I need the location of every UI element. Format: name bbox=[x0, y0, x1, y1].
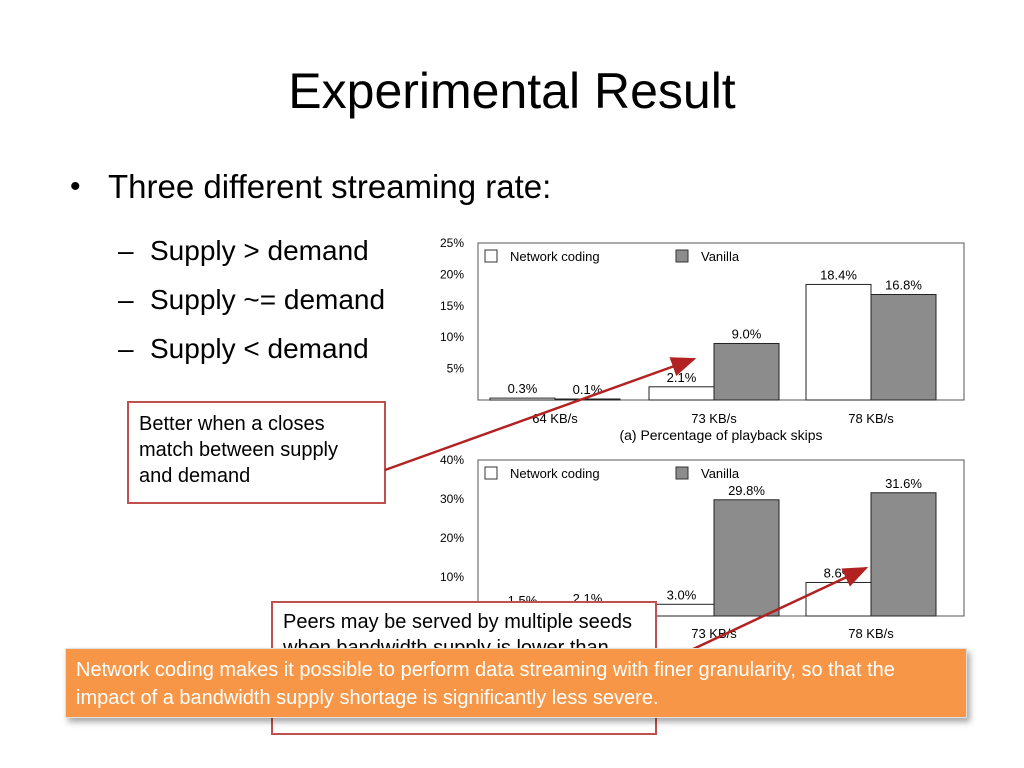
network-coding-banner: Network coding makes it possible to perf… bbox=[65, 648, 967, 718]
sub-bullet-item: – Supply ~= demand bbox=[118, 275, 385, 324]
data-label: 31.6% bbox=[885, 476, 922, 491]
legend-swatch-vanilla bbox=[675, 249, 689, 263]
bar bbox=[870, 293, 937, 401]
dash-icon: – bbox=[118, 332, 134, 364]
slide-title: Experimental Result bbox=[288, 63, 736, 119]
data-label: 3.0% bbox=[667, 587, 697, 602]
banner-text: Network coding makes it possible to perf… bbox=[76, 659, 895, 709]
y-tick-label: 40% bbox=[440, 453, 464, 467]
bar bbox=[870, 492, 937, 617]
legend-label: Network coding bbox=[510, 249, 600, 264]
y-tick-label: 10% bbox=[440, 570, 464, 584]
legend-swatch-network-coding bbox=[484, 466, 498, 480]
data-label: 9.0% bbox=[732, 326, 762, 341]
dash-icon: – bbox=[118, 283, 134, 315]
x-tick-label: 64 KB/s bbox=[532, 411, 578, 426]
sub-bullet-text: Supply < demand bbox=[150, 332, 369, 364]
legend-swatch-vanilla bbox=[675, 466, 689, 480]
callout-better-match: Better when a closes match between suppl… bbox=[127, 401, 386, 504]
legend-label: Vanilla bbox=[701, 249, 740, 264]
x-tick-label: 73 KB/s bbox=[691, 411, 737, 426]
legend-label: Vanilla bbox=[701, 466, 740, 481]
legend-label: Network coding bbox=[510, 466, 600, 481]
bar bbox=[554, 398, 621, 401]
sub-bullet-text: Supply > demand bbox=[150, 234, 369, 266]
arrow-better-match bbox=[384, 357, 697, 472]
bullet-list: • Three different streaming rate: bbox=[70, 168, 551, 206]
bar bbox=[805, 581, 872, 617]
y-tick-label: 25% bbox=[440, 236, 464, 250]
bar bbox=[805, 283, 872, 401]
x-tick-label: 78 KB/s bbox=[848, 626, 894, 641]
bar bbox=[713, 342, 780, 401]
dash-icon: – bbox=[118, 234, 134, 266]
bar bbox=[713, 499, 780, 617]
x-tick-label: 78 KB/s bbox=[848, 411, 894, 426]
sub-bullet-list: – Supply > demand – Supply ~= demand – S… bbox=[118, 226, 385, 373]
data-label: 0.3% bbox=[508, 381, 538, 396]
chart-caption: (a) Percentage of playback skips bbox=[619, 427, 822, 443]
sub-bullet-item: – Supply > demand bbox=[118, 226, 385, 275]
data-label: 29.8% bbox=[728, 483, 765, 498]
y-tick-label: 10% bbox=[440, 330, 464, 344]
legend: Network coding Vanilla bbox=[484, 249, 740, 264]
bullet-item: • Three different streaming rate: bbox=[70, 168, 551, 206]
sub-bullet-text: Supply ~= demand bbox=[150, 283, 386, 315]
y-tick-label: 15% bbox=[440, 299, 464, 313]
y-tick-label: 30% bbox=[440, 492, 464, 506]
x-tick-label: 73 KB/s bbox=[691, 626, 737, 641]
y-tick-label: 5% bbox=[447, 362, 465, 376]
legend-swatch-network-coding bbox=[484, 249, 498, 263]
data-label: 18.4% bbox=[820, 267, 857, 282]
bullet-text: Three different streaming rate: bbox=[108, 168, 552, 205]
y-tick-label: 20% bbox=[440, 267, 464, 281]
bullet-dot-icon: • bbox=[70, 170, 81, 203]
data-label: 16.8% bbox=[885, 277, 922, 292]
y-tick-label: 20% bbox=[440, 531, 464, 545]
sub-bullet-item: – Supply < demand bbox=[118, 324, 385, 373]
legend: Network coding Vanilla bbox=[484, 466, 740, 481]
callout-better-text: Better when a closes match between suppl… bbox=[139, 413, 339, 487]
